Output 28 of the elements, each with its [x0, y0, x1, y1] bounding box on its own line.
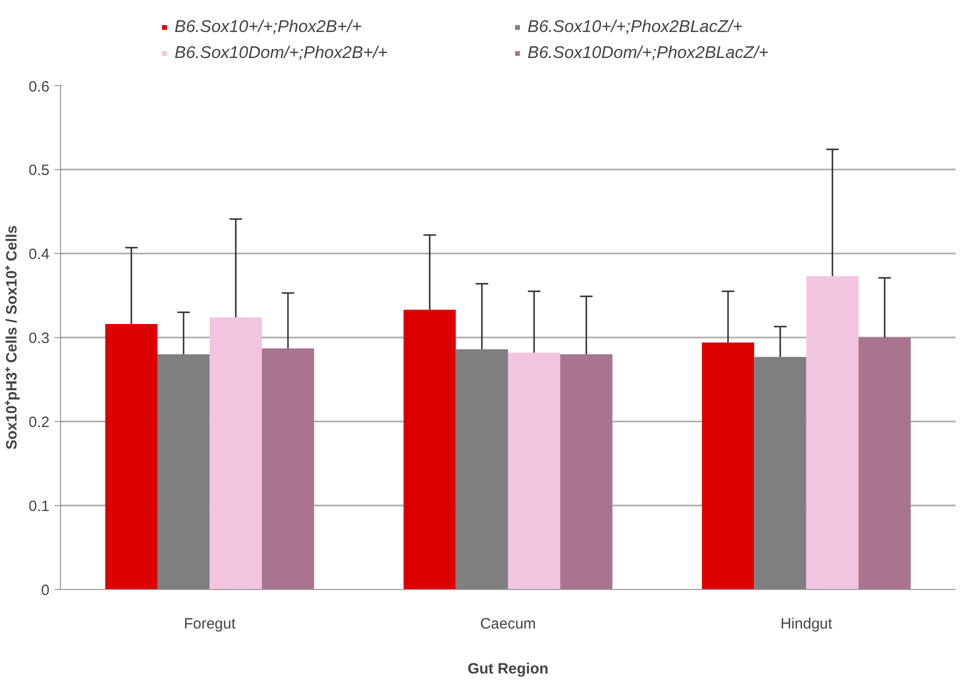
x-tick-label: Caecum	[480, 616, 536, 632]
y-tick-label: 0.5	[28, 162, 50, 179]
y-tick-label: 0.6	[28, 78, 50, 96]
legend-label: B6.Sox10+/+;Phox2B+/+	[174, 17, 363, 37]
x-tick-label: Hindgut	[780, 616, 834, 632]
legend-label: B6.Sox10Dom/+;Phox2BLacZ/+	[528, 43, 770, 63]
x-tick-label: Foregut	[184, 616, 236, 632]
y-tick-label: 0.4	[28, 246, 50, 263]
y-tick-label: 0.1	[28, 498, 50, 515]
x-axis-title: Gut Region	[468, 660, 548, 678]
bar	[858, 338, 911, 590]
legend-label: B6.Sox10+/+;Phox2BLacZ/+	[528, 17, 744, 37]
bar	[262, 348, 314, 590]
y-axis-title: Sox10⁺pH3⁺ Cells / Sox10⁺ Cells	[4, 225, 21, 450]
bar	[560, 354, 612, 590]
bar	[105, 324, 158, 590]
bar	[702, 342, 754, 590]
y-tick-label: 0.2	[28, 414, 50, 431]
bar	[404, 310, 456, 590]
y-tick-label: 0.3	[28, 330, 50, 347]
bar	[754, 356, 806, 590]
bar	[456, 349, 508, 590]
bar	[508, 352, 560, 590]
bar	[210, 317, 262, 590]
y-tick-label: 0	[41, 582, 50, 599]
bar	[157, 354, 210, 590]
bar	[806, 276, 859, 590]
legend-label: B6.Sox10Dom/+;Phox2B+/+	[174, 43, 389, 63]
